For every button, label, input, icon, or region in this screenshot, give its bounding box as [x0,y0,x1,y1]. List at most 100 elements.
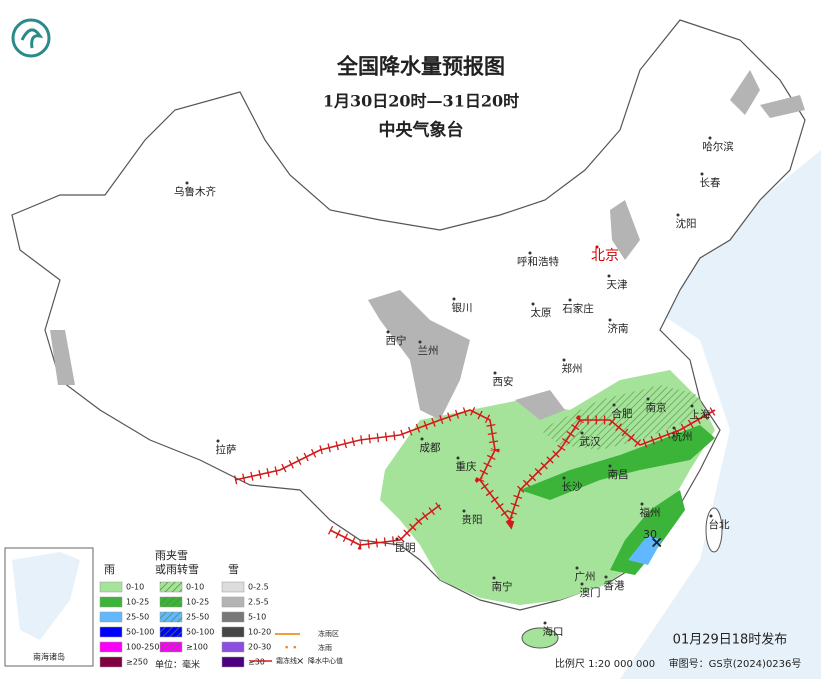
city-dot [672,426,676,430]
city-label: 北京 [591,248,619,264]
legend-swatch [221,581,245,593]
legend-swatch [221,641,245,653]
city-label: 长春 [700,177,721,189]
legend-swatch [99,641,123,653]
legend-label: 0-10 [126,583,144,592]
city-dot [562,476,566,480]
legend-dots: • • [284,644,297,654]
city-dot [543,621,547,625]
logo [11,18,51,58]
city-dot [709,514,713,518]
scale: 比例尺 1:20 000 000 [555,657,655,670]
legend-label: 10-25 [186,598,209,607]
city-dot [216,439,220,443]
legend-label: 50-100 [186,628,214,637]
inset-sea [12,552,80,640]
city-label: 昆明 [395,542,416,554]
city-label: 长沙 [562,481,583,493]
city-label: 南昌 [608,468,629,481]
legend-x: × [296,656,304,667]
title: 全国降水量预报图 [336,54,505,79]
city-dot [493,371,497,375]
city-dot [528,251,532,255]
legend-label: ≥100 [186,643,208,652]
city-label: 沈阳 [676,217,697,230]
city-label: 哈尔滨 [702,140,734,153]
legend-title: 或雨转雪 [155,562,199,576]
city-dot [604,575,608,579]
mixed-area [540,385,700,450]
legend-line-label: 霜冻线 [276,656,297,665]
city-dot [580,431,584,435]
city-label: 南宁 [492,580,513,593]
city-label: 天津 [607,279,628,291]
agency: 中央气象台 [379,120,464,141]
legend-label: 5-10 [248,613,266,622]
city-dot [462,509,466,513]
legend-line-label: 冻雨区 [318,629,339,638]
legend-label: 0-10 [186,583,204,592]
legend-label: ≥30 [248,658,265,667]
city-dot [395,537,399,541]
legend-swatch [99,626,123,638]
subtitle: 1月30日20时—31日20时 [323,92,519,111]
city-dot [700,172,704,176]
logo-mark [20,28,44,49]
taiwan [705,507,723,553]
city-dot [386,330,390,334]
legend-hatch [160,612,182,622]
city-label: 澳门 [580,586,601,599]
legend-label: ≥250 [126,658,148,667]
city-label: 乌鲁木齐 [174,185,216,198]
legend-line-label: 冻雨 [318,643,332,652]
frost-line [234,405,718,550]
city-label: 海口 [543,625,564,638]
city-dot [452,297,456,301]
legend-label: 10-25 [126,598,149,607]
city-dot [607,274,611,278]
city-label: 太原 [531,306,552,319]
legend-unit: 单位：毫米 [155,659,200,671]
city-label: 重庆 [456,460,477,473]
city-label: 呼和浩特 [517,256,559,268]
legend-line-label: 降水中心值 [308,656,343,665]
legend-label: 25-50 [126,613,149,622]
city-dot [568,298,572,302]
city-dot [418,340,422,344]
city-dot [420,437,424,441]
legend-swatch [221,596,245,608]
review: 审图号：GS京(2024)0236号 [669,657,802,670]
city-dot [580,582,584,586]
legend-label: 2.5-5 [248,598,269,607]
snow-areas [50,70,805,420]
inset-label: 南海诸岛 [33,652,65,662]
city-label: 上海 [690,408,711,421]
city-dot [595,245,599,249]
city-label: 济南 [608,322,629,335]
city-dot [575,566,579,570]
city-dot [646,397,650,401]
rain-area-heavy [610,490,685,575]
city-dot [708,136,712,140]
city-label: 西宁 [386,334,407,347]
legend-label: 10-20 [248,628,271,637]
legend-swatch [99,596,123,608]
legend-label: 0-2.5 [248,583,269,592]
city-label: 兰州 [418,344,439,357]
issued: 01月29日18时发布 [673,632,788,648]
city-label: 南京 [646,401,667,414]
legend-hatch [160,627,182,637]
legend-title: 雪 [228,563,239,576]
city-label: 合肥 [612,407,633,420]
city-label: 广州 [575,571,596,583]
legend-swatch [99,581,123,593]
city-dot [612,403,616,407]
city-label: 贵阳 [462,513,483,526]
city-label: 拉萨 [216,443,237,456]
city-dot [492,576,496,580]
legend-label: 20-30 [248,643,271,652]
city-label: 郑州 [562,362,583,375]
